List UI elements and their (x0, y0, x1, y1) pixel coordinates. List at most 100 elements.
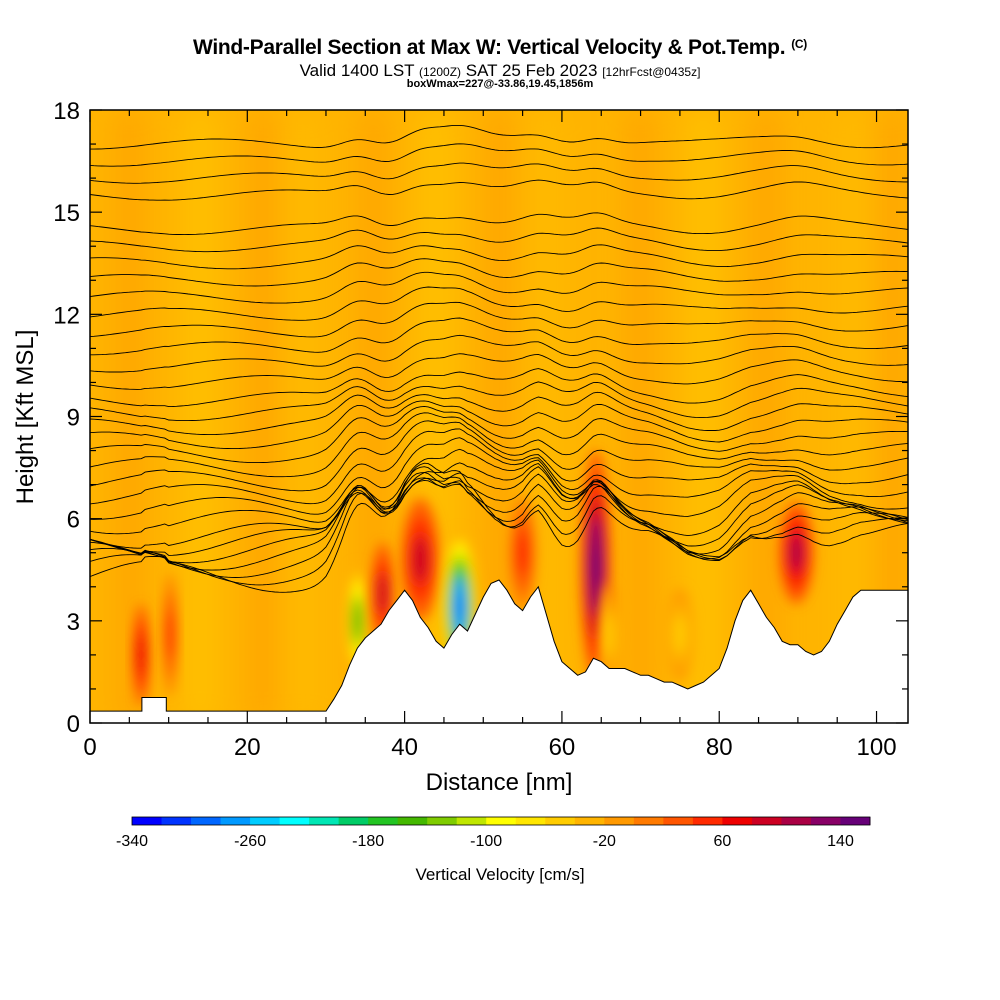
y-tick-label-3: 3 (67, 609, 80, 636)
colorbar-swatch-0 (132, 817, 163, 825)
colorbar-swatch-14 (545, 817, 576, 825)
theta-contour-304 (90, 462, 908, 593)
colorbar-tick-4: -20 (593, 833, 616, 850)
colorbar-swatch-11 (456, 817, 487, 825)
colorbar-tick-0: -340 (116, 833, 148, 850)
y-tick-label-15: 15 (53, 200, 80, 227)
plot-area (90, 110, 908, 723)
theta-contour-316 (90, 462, 908, 549)
w-cell-6 (509, 496, 536, 609)
colorbar-swatch-18 (663, 817, 694, 825)
theta-contour-364 (90, 124, 908, 150)
bg-streak-2 (249, 110, 278, 723)
theta-contour-340 (90, 334, 908, 373)
colorbar-swatch-4 (250, 817, 281, 825)
theta-contour-354 (90, 227, 908, 253)
colorbar-swatch-24 (840, 817, 871, 825)
bg-streak-3 (288, 110, 317, 723)
x-tick-label-100: 100 (857, 734, 897, 761)
theta-contour-358 (90, 179, 908, 201)
colorbar-tick-3: -100 (470, 833, 502, 850)
valid-date: SAT 25 Feb 2023 (465, 61, 598, 80)
colorbar-swatch-17 (633, 817, 664, 825)
colorbar-tick-6: 140 (827, 833, 854, 850)
colorbar-swatch-3 (220, 817, 251, 825)
valid-utc: (1200Z) (419, 65, 462, 79)
colorbar-swatch-15 (574, 817, 605, 825)
colorbar-swatch-19 (692, 817, 723, 825)
valid-time: Valid 1400 LST (299, 61, 415, 80)
colorbar-tick-2: -180 (352, 833, 384, 850)
colorbar-swatch-20 (722, 817, 753, 825)
theta-contour-310 (90, 477, 908, 571)
colorbar-swatch-22 (781, 817, 812, 825)
theta-contour-328 (90, 405, 908, 464)
x-axis-label: Distance [nm] (426, 769, 573, 796)
x-tick-label-80: 80 (706, 734, 733, 761)
colorbar-frame (131, 816, 871, 826)
theta-contour-348 (90, 271, 908, 304)
colorbar-swatch-16 (604, 817, 635, 825)
y-axis-label: Height [Kft MSL] (12, 330, 39, 505)
colorbar-swatch-5 (279, 817, 310, 825)
w-cell-10 (779, 501, 814, 604)
y-tick-label-0: 0 (67, 711, 80, 738)
w-cell-9 (666, 588, 693, 681)
colorbar-swatch-21 (751, 817, 782, 825)
theta-contour-336 (90, 368, 908, 408)
theta-contour-352 (90, 244, 908, 270)
colorbar-swatch-6 (309, 817, 340, 825)
theta-contour-312 (90, 473, 908, 564)
y-tick-label-12: 12 (53, 302, 80, 329)
theta-contour-360 (90, 162, 908, 184)
w-cell-8 (598, 583, 621, 686)
colorbar-swatch-12 (486, 817, 517, 825)
theta-contour-346 (90, 286, 908, 321)
potential-temperature-contours (90, 124, 908, 593)
colorbar: -340 -260 -180 -100 -20 60 140 (116, 816, 871, 850)
forecast-info: [12hrFcst@0435z] (602, 65, 701, 79)
colorbar-swatch-1 (161, 817, 192, 825)
colorbar-swatch-10 (427, 817, 458, 825)
colorbar-tick-5: 60 (714, 833, 732, 850)
theta-contour-338 (90, 353, 908, 390)
theta-contour-362 (90, 143, 908, 167)
colorbar-tick-1: -260 (234, 833, 266, 850)
terrain-mask (90, 579, 908, 723)
y-tick-label-18: 18 (53, 98, 80, 125)
x-tick-label-20: 20 (234, 734, 261, 761)
theta-contour-356 (90, 212, 908, 236)
colorbar-swatch-7 (338, 817, 369, 825)
theta-contour-334 (90, 381, 908, 422)
theta-contour-324 (90, 420, 908, 492)
colorbar-swatch-8 (368, 817, 399, 825)
w-cell-4 (401, 498, 440, 621)
w-cell-1 (163, 573, 178, 696)
y-axis: 0 3 6 9 12 15 18 (53, 98, 908, 738)
box-info: boxWmax=227@-33.86,19.45,1856m (406, 78, 594, 90)
theta-contour-314 (90, 466, 908, 556)
w-cell-0 (133, 603, 150, 706)
theta-contour-308 (90, 472, 908, 578)
theta-contour-342 (90, 317, 908, 356)
theta-contour-330 (90, 400, 908, 450)
theta-contour-332 (90, 391, 908, 436)
theta-contour-326 (90, 412, 908, 478)
x-axis: 0 20 40 60 80 100 (83, 110, 897, 761)
x-tick-label-60: 60 (549, 734, 576, 761)
copyright-mark: (C) (791, 37, 807, 51)
title-text: Wind-Parallel Section at Max W: Vertical… (193, 36, 786, 59)
colorbar-label: Vertical Velocity [cm/s] (415, 865, 584, 884)
theta-contour-350 (90, 258, 908, 287)
chart-title: Wind-Parallel Section at Max W: Vertical… (0, 36, 1000, 60)
theta-contour-318 (90, 448, 908, 535)
y-tick-label-9: 9 (67, 405, 80, 432)
colorbar-swatch-2 (191, 817, 222, 825)
y-tick-label-6: 6 (67, 507, 80, 534)
x-tick-label-0: 0 (83, 734, 96, 761)
theta-contour-320 (90, 437, 908, 520)
x-tick-label-40: 40 (391, 734, 418, 761)
bg-streak-1 (186, 110, 215, 723)
chart-subtitle: Valid 1400 LST (1200Z) SAT 25 Feb 2023 [… (0, 61, 1000, 81)
